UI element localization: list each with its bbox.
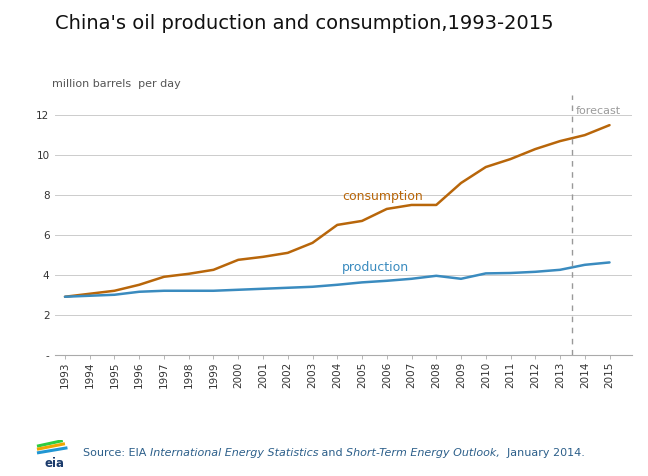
Text: million barrels  per day: million barrels per day <box>52 79 181 89</box>
Text: eia: eia <box>44 456 64 470</box>
Text: consumption: consumption <box>342 190 423 203</box>
Text: China's oil production and consumption,1993-2015: China's oil production and consumption,1… <box>55 14 553 33</box>
Text: Short-Term Energy Outlook,: Short-Term Energy Outlook, <box>347 448 500 458</box>
Text: production: production <box>342 261 410 274</box>
Text: International Energy Statistics: International Energy Statistics <box>150 448 318 458</box>
Text: Source: EIA: Source: EIA <box>83 448 150 458</box>
Text: January 2014.: January 2014. <box>500 448 585 458</box>
Text: and: and <box>318 448 347 458</box>
Text: forecast: forecast <box>575 106 621 116</box>
